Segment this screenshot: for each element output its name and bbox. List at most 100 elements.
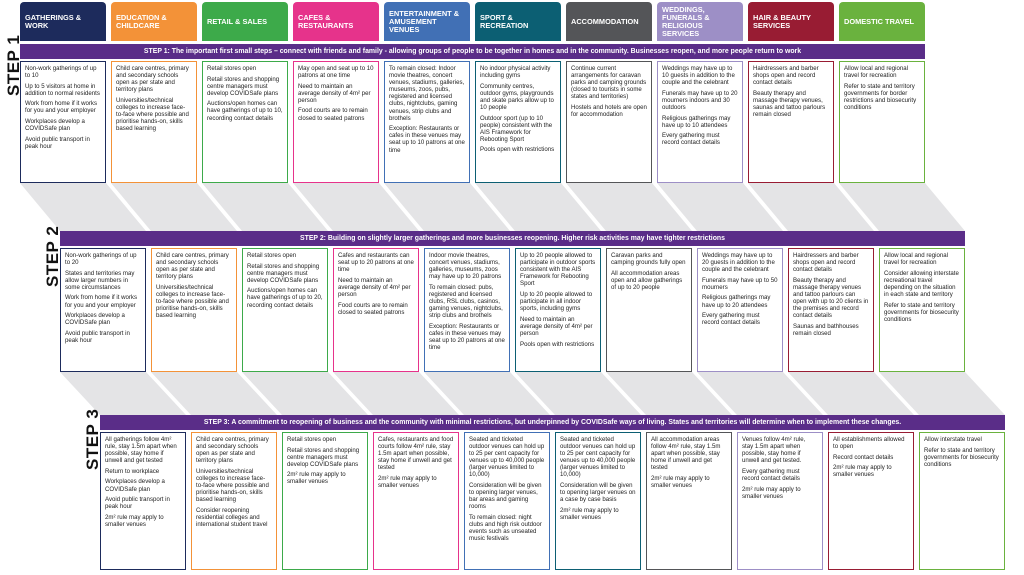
cell-text: Indoor movie theatres, concert venues, s…: [429, 252, 502, 281]
cell-text: Pools open with restrictions: [520, 340, 595, 348]
connector: [748, 183, 874, 231]
cell-text: Refer to state and territory governments…: [924, 446, 999, 468]
connector: [475, 183, 601, 231]
cell-text: 2m² rule may apply to smaller venues: [833, 464, 892, 479]
step-cell: Retail stores open Retail stores and shop…: [242, 248, 328, 372]
cell-text: Religious gatherings may have up to 20 a…: [702, 294, 771, 309]
step-cell: Child care centres, primary and secondar…: [111, 61, 197, 183]
cell-text: Universities/technical colleges to incre…: [156, 283, 229, 320]
cell-text: Retail stores and shopping centre manage…: [287, 446, 360, 468]
step-cell: All gatherings follow 4m² rule, stay 1.5…: [100, 432, 186, 570]
cell-text: All gatherings follow 4m² rule, stay 1.5…: [105, 436, 177, 465]
step-cell: May open and seat up to 10 patrons at on…: [293, 61, 379, 183]
connector: [20, 183, 146, 231]
connector: [202, 183, 328, 231]
cell-text: Caravan parks and camping grounds fully …: [611, 252, 686, 267]
cell-text: May open and seat up to 10 patrons at on…: [298, 65, 374, 80]
category-header: HAIR & BEAUTY SERVICES: [748, 2, 834, 41]
step-cell: Caravan parks and camping grounds fully …: [606, 248, 692, 372]
cell-text: 2m² rule may apply to smaller venues: [105, 513, 164, 528]
connector: [697, 372, 823, 415]
category-header: EDUCATION & CHILDCARE: [111, 2, 197, 41]
cell-text: Auctions/open homes can have gatherings …: [247, 287, 323, 309]
cell-text: Auctions/open homes can have gatherings …: [207, 100, 283, 122]
step-cell: Retail stores open Retail stores and shop…: [202, 61, 288, 183]
step-cell: Non-work gatherings of up to 10 Up to 5 v…: [20, 61, 106, 183]
cell-text: Universities/technical colleges to incre…: [116, 96, 189, 133]
cell-text: Cafes and restaurants can seat up to 20 …: [338, 252, 414, 274]
connector: [424, 372, 550, 415]
step-cell: Child care centres, primary and secondar…: [191, 432, 277, 570]
step-cell: Seated and ticketed outdoor venues can h…: [555, 432, 641, 570]
step-cell: Allow local and regional travel for recr…: [839, 61, 925, 183]
cell-text: Universities/technical colleges to incre…: [196, 467, 269, 504]
category-header: CAFES & RESTAURANTS: [293, 2, 379, 41]
cell-text: Hairdressers and barber shops open and r…: [753, 65, 819, 87]
cell-text: Outdoor sport (up to 10 people) consiste…: [480, 114, 553, 143]
step-cell: Seated and ticketed outdoor venues can h…: [464, 432, 550, 570]
connector: [606, 372, 732, 415]
step-banner: STEP 2: Building on slightly larger gath…: [60, 231, 965, 246]
step-cell: No indoor physical activity including gy…: [475, 61, 561, 183]
cell-text: Cafes, restaurants and food courts follo…: [378, 436, 454, 472]
cell-text: Child care centres, primary and secondar…: [196, 436, 269, 465]
cell-text: Non-work gatherings of up to 20: [65, 252, 137, 267]
cell-text: Exception: Restaurants or cafes in these…: [389, 125, 465, 154]
cell-text: Refer to state and territory governments…: [884, 301, 959, 323]
cell-text: States and territories may allow larger …: [65, 269, 135, 291]
step-cell: To remain closed: Indoor movie theatres,…: [384, 61, 470, 183]
cell-text: Retail stores and shopping centre manage…: [247, 262, 320, 284]
category-header: ACCOMMODATION: [566, 2, 652, 41]
cell-text: Seated and ticketed outdoor venues can h…: [560, 436, 636, 479]
cell-text: Saunas and bathhouses remain closed: [793, 322, 859, 337]
cell-text: Funerals may have up to 20 mourners indo…: [662, 89, 738, 111]
step-cell: Child care centres, primary and secondar…: [151, 248, 237, 372]
cell-text: Every gathering must record contact deta…: [742, 467, 800, 482]
cell-text: Consider reopening residential colleges …: [196, 506, 268, 529]
step-cell: Hairdressers and barber shops open and r…: [748, 61, 834, 183]
step-cell: Allow local and regional travel for recr…: [879, 248, 965, 372]
cell-text: Need to maintain an average density of 4…: [520, 315, 593, 337]
connector: [293, 183, 419, 231]
connector: [879, 372, 1005, 415]
step-cell: Weddings may have up to 10 guests in add…: [657, 61, 743, 183]
cell-text: Child care centres, primary and secondar…: [156, 252, 229, 281]
connector: [566, 183, 692, 231]
cell-text: Consideration will be given to opening l…: [560, 482, 636, 504]
cell-text: All accommodation areas follow 4m² rule,…: [651, 436, 721, 472]
step-cell: Hairdressers and barber shops open and r…: [788, 248, 874, 372]
cell-text: 2m² rule may apply to smaller venues: [651, 474, 710, 490]
category-header: GATHERINGS & WORK: [20, 2, 106, 41]
cell-text: Workplaces develop a COVIDSafe plan: [25, 118, 85, 133]
cell-text: Beauty therapy and massage therapy venue…: [793, 276, 869, 320]
connector: [788, 372, 914, 415]
cell-text: Work from home if it works for you and y…: [65, 294, 138, 309]
step-cell: Cafes and restaurants can seat up to 20 …: [333, 248, 419, 372]
cell-text: To remain closed: night clubs and high r…: [469, 513, 542, 543]
cell-text: Workplaces develop a COVIDSafe plan: [65, 312, 125, 327]
step-cell: Weddings may have up to 20 guests in add…: [697, 248, 783, 372]
cell-text: Allow local and regional travel for recr…: [844, 65, 909, 80]
cell-text: 2m² rule may apply to smaller venues: [378, 474, 437, 490]
connector: [515, 372, 641, 415]
connector: [657, 183, 783, 231]
step-cell: Retail stores open Retail stores and shop…: [282, 432, 368, 570]
cell-text: Work from home if it works for you and y…: [25, 100, 98, 115]
step-cell: All establishments allowed to open Record…: [828, 432, 914, 570]
cell-text: Retail stores open: [207, 65, 257, 72]
cell-text: Allow interstate travel: [924, 436, 982, 443]
connector: [384, 183, 510, 231]
cell-text: Up to 5 visitors at home in addition to …: [25, 82, 100, 97]
connector: [839, 183, 965, 231]
cell-text: 2m² rule may apply to smaller venues: [560, 506, 619, 521]
category-header: DOMESTIC TRAVEL: [839, 2, 925, 41]
cell-text: Retail stores open: [247, 252, 297, 259]
cell-text: All accommodation areas open and allow g…: [611, 269, 683, 291]
step-cell: Cafes, restaurants and food courts follo…: [373, 432, 459, 570]
cell-text: Consideration will be given to opening l…: [469, 482, 542, 511]
step-cell: Up to 20 people allowed to participate i…: [515, 248, 601, 372]
step-cell: Venues follow 4m² rule, stay 1.5m apart …: [737, 432, 823, 570]
cell-text: Exception: Restaurants or cafes in these…: [429, 322, 505, 352]
cell-text: To remain closed: pubs, registered and l…: [429, 283, 503, 320]
